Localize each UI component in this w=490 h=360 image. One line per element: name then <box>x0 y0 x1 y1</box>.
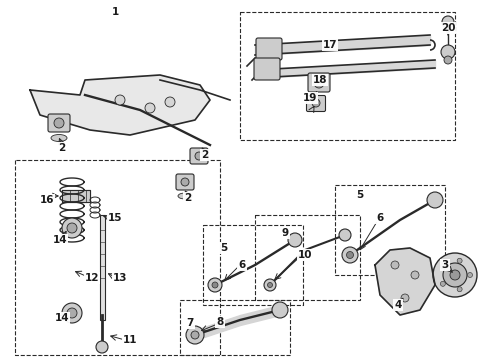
Circle shape <box>433 253 477 297</box>
Circle shape <box>272 302 288 318</box>
Text: 1: 1 <box>111 7 119 17</box>
Polygon shape <box>30 75 210 135</box>
Circle shape <box>67 308 77 318</box>
Circle shape <box>441 45 455 59</box>
FancyBboxPatch shape <box>308 73 330 92</box>
Circle shape <box>339 229 351 241</box>
Text: 10: 10 <box>298 250 312 260</box>
Circle shape <box>165 97 175 107</box>
Circle shape <box>312 99 320 107</box>
Circle shape <box>457 258 462 263</box>
Circle shape <box>441 281 445 286</box>
Text: 2: 2 <box>184 193 192 203</box>
Text: 19: 19 <box>303 93 317 103</box>
Text: 3: 3 <box>441 260 449 270</box>
Text: 9: 9 <box>281 228 289 238</box>
Circle shape <box>62 218 82 238</box>
Circle shape <box>264 279 276 291</box>
Circle shape <box>346 252 353 258</box>
Circle shape <box>186 326 204 344</box>
Circle shape <box>444 56 452 64</box>
Circle shape <box>391 261 399 269</box>
Text: 7: 7 <box>186 318 194 328</box>
Text: 6: 6 <box>238 260 245 270</box>
Text: 13: 13 <box>113 273 127 283</box>
Polygon shape <box>100 215 105 320</box>
Circle shape <box>181 178 189 186</box>
Circle shape <box>96 341 108 353</box>
Circle shape <box>195 152 203 160</box>
Circle shape <box>457 287 462 292</box>
FancyBboxPatch shape <box>48 114 70 132</box>
Circle shape <box>467 273 472 278</box>
Text: 2: 2 <box>201 150 209 160</box>
Circle shape <box>401 294 409 302</box>
Circle shape <box>54 118 64 128</box>
Text: 15: 15 <box>108 213 122 223</box>
Circle shape <box>268 283 272 288</box>
Circle shape <box>145 103 155 113</box>
FancyBboxPatch shape <box>307 95 325 112</box>
Text: 5: 5 <box>356 190 364 200</box>
Circle shape <box>208 278 222 292</box>
Circle shape <box>191 331 199 339</box>
Text: 4: 4 <box>394 300 402 310</box>
Text: 2: 2 <box>58 143 66 153</box>
FancyBboxPatch shape <box>256 38 282 60</box>
Text: 14: 14 <box>53 235 67 245</box>
Text: 18: 18 <box>313 75 327 85</box>
Circle shape <box>67 223 77 233</box>
Circle shape <box>342 247 358 263</box>
Circle shape <box>314 78 324 88</box>
Ellipse shape <box>51 135 67 141</box>
FancyBboxPatch shape <box>190 148 208 164</box>
Text: 17: 17 <box>323 40 337 50</box>
Circle shape <box>115 95 125 105</box>
Text: 12: 12 <box>85 273 99 283</box>
Circle shape <box>427 192 443 208</box>
FancyBboxPatch shape <box>254 58 280 80</box>
Circle shape <box>450 270 460 280</box>
Circle shape <box>62 303 82 323</box>
Polygon shape <box>375 248 435 315</box>
Text: 14: 14 <box>55 313 69 323</box>
Text: 20: 20 <box>441 23 455 33</box>
Ellipse shape <box>178 193 192 199</box>
Circle shape <box>441 264 445 269</box>
Text: 6: 6 <box>376 213 384 223</box>
Text: 11: 11 <box>123 335 137 345</box>
FancyBboxPatch shape <box>176 174 194 190</box>
Circle shape <box>443 263 467 287</box>
Circle shape <box>212 282 218 288</box>
Circle shape <box>288 233 302 247</box>
Text: 5: 5 <box>220 243 228 253</box>
Circle shape <box>442 16 454 28</box>
Text: 16: 16 <box>40 195 54 205</box>
Text: 8: 8 <box>217 317 223 327</box>
Circle shape <box>411 271 419 279</box>
